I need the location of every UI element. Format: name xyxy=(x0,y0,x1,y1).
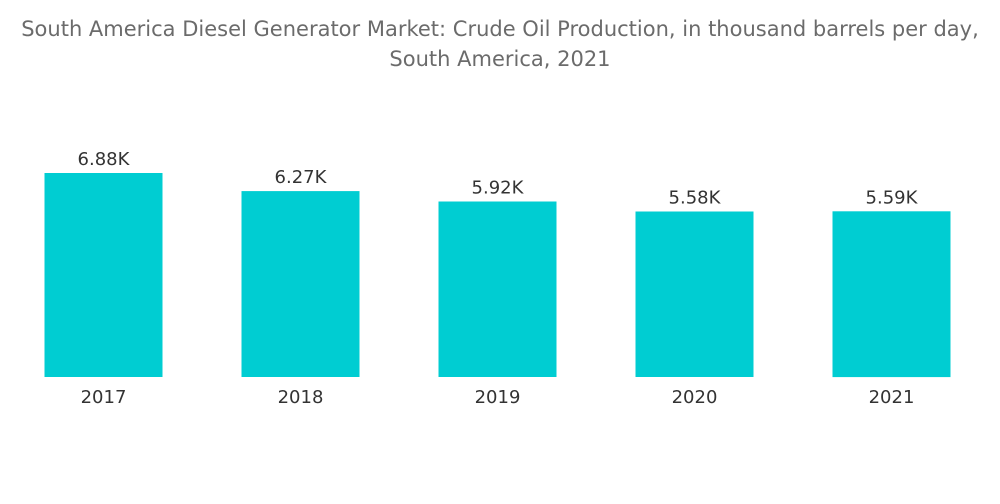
data-label-2021: 5.59K xyxy=(866,187,919,208)
bar-2020 xyxy=(635,211,754,377)
data-label-2017: 6.88K xyxy=(78,149,131,170)
data-label-2020: 5.58K xyxy=(669,188,722,209)
data-label-2018: 6.27K xyxy=(275,167,328,188)
chart-title-line-1: South America Diesel Generator Market: C… xyxy=(21,17,979,41)
x-tick-label-2020: 2020 xyxy=(672,387,718,408)
bar-2021 xyxy=(832,211,951,378)
bar-2017 xyxy=(44,173,163,377)
bar-2018 xyxy=(241,191,360,377)
chart-title-line-2: South America, 2021 xyxy=(389,47,611,71)
data-label-2019: 5.92K xyxy=(472,178,525,199)
x-tick-label-2021: 2021 xyxy=(869,387,915,408)
chart-title: South America Diesel Generator Market: C… xyxy=(0,14,1000,74)
bar-2019 xyxy=(438,201,557,377)
x-tick-label-2018: 2018 xyxy=(278,387,324,408)
x-tick-label-2017: 2017 xyxy=(81,387,127,408)
x-tick-label-2019: 2019 xyxy=(475,387,521,408)
